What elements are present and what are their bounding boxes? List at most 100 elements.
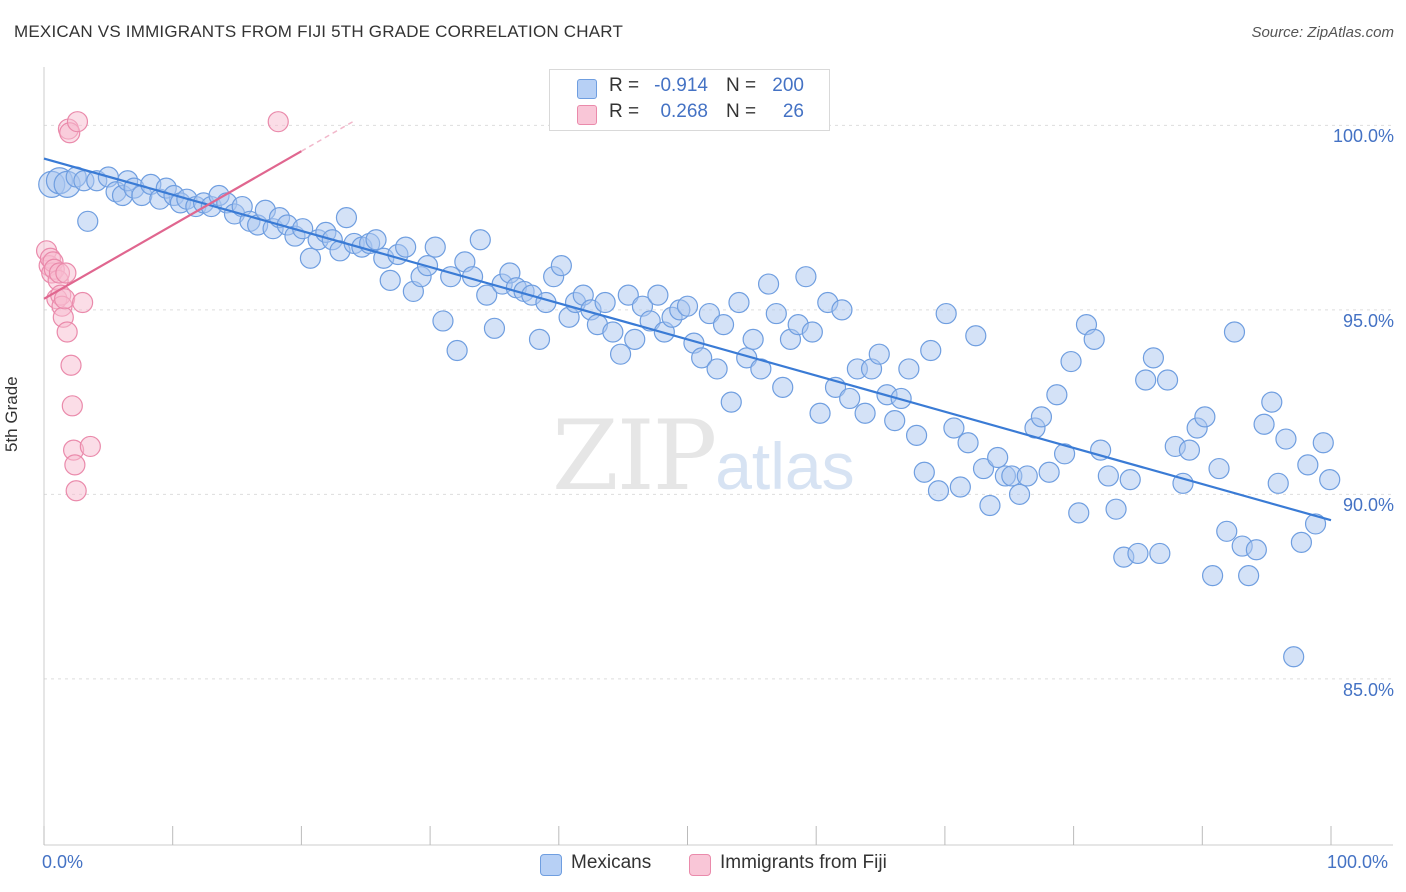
mexicans-point bbox=[898, 358, 920, 380]
mexicans-point bbox=[1319, 469, 1341, 491]
mexicans-point bbox=[691, 347, 713, 369]
mexicans-point bbox=[868, 343, 890, 365]
mexicans-point bbox=[1208, 457, 1230, 480]
y-tick-label: 85.0% bbox=[1342, 679, 1394, 700]
mexicans-point bbox=[1119, 469, 1141, 491]
fiji-point bbox=[66, 111, 89, 133]
mexicans-point bbox=[550, 254, 572, 277]
mexicans-point bbox=[765, 302, 787, 325]
mexicans-point bbox=[854, 402, 876, 424]
mexicans-point bbox=[77, 210, 99, 232]
mexicans-point bbox=[949, 476, 971, 498]
mexicans-point bbox=[379, 269, 401, 291]
mexicans-point bbox=[1046, 384, 1068, 406]
mexicans-point bbox=[1312, 432, 1334, 454]
fiji-point bbox=[60, 354, 82, 376]
legend-n-value: 200 bbox=[772, 75, 804, 96]
watermark-zip: ZIP bbox=[552, 400, 717, 512]
mexicans-point bbox=[365, 229, 387, 251]
mexicans-point bbox=[432, 310, 454, 332]
mexicans-point bbox=[1135, 369, 1157, 391]
mexicans-point bbox=[1097, 465, 1119, 487]
legend-r-label: R = bbox=[609, 101, 640, 122]
watermark: ZIPatlas bbox=[552, 400, 855, 512]
mexicans-point bbox=[1194, 406, 1216, 428]
axes bbox=[43, 67, 1393, 846]
fiji-point bbox=[79, 435, 101, 458]
legend-swatch-blue bbox=[577, 79, 597, 99]
mexicans-point bbox=[476, 284, 498, 306]
mexicans-point bbox=[712, 314, 735, 336]
mexicans-point bbox=[913, 461, 935, 483]
legend-swatch-pink bbox=[577, 105, 597, 125]
mexicans-point bbox=[1238, 564, 1260, 587]
fiji-trend-extension bbox=[301, 121, 354, 152]
y-tick-label: 100.0% bbox=[1332, 126, 1394, 147]
mexicans-point bbox=[1156, 369, 1179, 391]
mexicans-point bbox=[920, 339, 942, 362]
mexicans-point bbox=[839, 387, 861, 410]
bottom-legend-label: Mexicans bbox=[571, 852, 652, 873]
mexicans-point bbox=[1149, 542, 1171, 565]
mexicans-point bbox=[801, 321, 823, 343]
mexicans-point bbox=[972, 457, 995, 480]
mexicans-point bbox=[1068, 502, 1090, 524]
legend-row-fiji: R = 0.268 N = 26 bbox=[550, 101, 829, 127]
mexicans-point bbox=[742, 328, 764, 351]
mexicans-point bbox=[639, 310, 661, 332]
mexicans-point bbox=[469, 229, 491, 251]
mexicans-point bbox=[979, 494, 1001, 517]
mexicans-point bbox=[1216, 520, 1238, 542]
mexicans-point bbox=[1245, 539, 1267, 561]
mexicans-point bbox=[617, 284, 639, 306]
mexicans-point bbox=[987, 446, 1009, 469]
mexicans-point bbox=[728, 291, 750, 314]
mexicans-point bbox=[927, 480, 950, 502]
mexicans-point bbox=[1178, 439, 1201, 461]
y-tick-label: 95.0% bbox=[1342, 310, 1394, 331]
mexicans-point bbox=[795, 266, 817, 288]
mexicans-point bbox=[1030, 406, 1053, 428]
mexicans-trend-line bbox=[43, 157, 1332, 522]
mexicans-point bbox=[1297, 454, 1319, 476]
mexicans-point bbox=[446, 339, 468, 362]
trend-lines bbox=[43, 121, 1332, 522]
mexicans-point bbox=[1016, 465, 1038, 487]
mexicans-point bbox=[943, 417, 965, 439]
mexicans-point bbox=[831, 299, 853, 321]
legend-n-label: N = bbox=[726, 75, 757, 96]
mexicans-point bbox=[1283, 646, 1305, 668]
mexicans-point bbox=[1083, 328, 1105, 351]
bottom-legend-label: Immigrants from Fiji bbox=[720, 852, 887, 873]
mexicans-point bbox=[647, 284, 669, 306]
bottom-swatch-pink bbox=[689, 854, 711, 876]
mexicans-point bbox=[1275, 428, 1297, 450]
mexicans-point bbox=[1253, 413, 1275, 435]
fiji-point bbox=[65, 480, 87, 502]
x-tick-max: 100.0% bbox=[1327, 852, 1389, 872]
fiji-point bbox=[267, 111, 289, 133]
mexicans-point bbox=[1290, 531, 1312, 553]
mexicans-point bbox=[905, 424, 928, 446]
mexicans-point bbox=[594, 291, 616, 314]
mexicans-point bbox=[395, 236, 417, 258]
fiji-point bbox=[64, 454, 86, 476]
mexicans-point bbox=[1127, 542, 1149, 565]
y-axis-label: 5th Grade bbox=[2, 376, 21, 452]
legend-row-mexicans: R = -0.914 N = 200 bbox=[550, 75, 829, 101]
mexicans-point bbox=[1060, 350, 1082, 373]
fiji-points bbox=[35, 111, 289, 502]
mexicans-point bbox=[935, 302, 957, 325]
mexicans-point bbox=[957, 432, 979, 454]
mexicans-point bbox=[424, 236, 446, 258]
fiji-trend-line bbox=[43, 150, 302, 300]
mexicans-point bbox=[1008, 483, 1031, 506]
fiji-point bbox=[72, 291, 94, 314]
mexicans-point bbox=[965, 325, 987, 347]
fiji-point bbox=[56, 321, 78, 343]
x-tick-min: 0.0% bbox=[42, 852, 84, 872]
mexicans-point bbox=[1223, 321, 1246, 343]
mexicans-point bbox=[757, 273, 780, 295]
mexicans-point bbox=[706, 358, 728, 380]
